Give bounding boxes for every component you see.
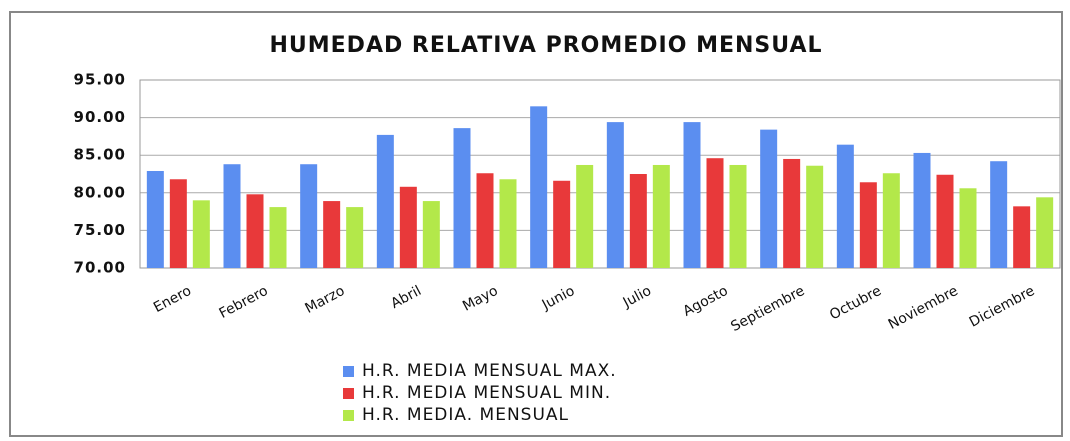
bar — [882, 173, 900, 268]
bar — [169, 179, 187, 268]
bar — [859, 182, 877, 268]
legend-label: H.R. MEDIA MENSUAL MAX. — [362, 361, 617, 381]
bar — [760, 129, 778, 268]
bar — [269, 207, 287, 268]
bar — [990, 161, 1008, 268]
bar — [576, 164, 594, 268]
bar — [652, 164, 670, 268]
bar — [783, 158, 801, 268]
bar — [683, 122, 701, 268]
bar — [246, 194, 264, 268]
bar — [806, 165, 824, 268]
bar — [959, 188, 977, 268]
bar — [530, 106, 548, 268]
y-tick-label: 90.00 — [74, 108, 126, 126]
bar — [629, 174, 647, 268]
y-tick-label: 80.00 — [74, 183, 126, 201]
legend-swatch — [343, 366, 354, 377]
y-tick-label: 85.00 — [74, 146, 126, 164]
bar — [936, 174, 954, 268]
bar — [346, 207, 364, 268]
y-tick-label: 70.00 — [74, 259, 126, 277]
bar — [476, 173, 494, 268]
bar — [499, 179, 517, 268]
bar — [146, 170, 164, 268]
legend-label: H.R. MEDIA. MENSUAL — [362, 405, 569, 425]
plot-area — [139, 79, 1061, 269]
bar — [729, 164, 747, 268]
bar — [1036, 197, 1054, 268]
bar — [376, 134, 394, 268]
bar — [453, 128, 471, 268]
bar — [553, 180, 571, 268]
bar — [223, 164, 241, 268]
bar — [192, 200, 210, 268]
bar — [323, 201, 341, 268]
bar — [1013, 206, 1031, 268]
y-tick-label: 95.00 — [74, 71, 126, 89]
bar — [913, 152, 931, 268]
bar — [300, 164, 318, 268]
y-tick-label: 75.00 — [74, 221, 126, 239]
chart-title: HUMEDAD RELATIVA PROMEDIO MENSUAL — [269, 33, 822, 58]
legend-label: H.R. MEDIA MENSUAL MIN. — [362, 383, 611, 403]
bar — [606, 122, 624, 268]
bar — [706, 158, 724, 268]
bar — [836, 144, 854, 268]
legend-swatch — [343, 388, 354, 399]
bar — [399, 186, 417, 268]
legend-swatch — [343, 410, 354, 421]
bar — [422, 201, 440, 268]
